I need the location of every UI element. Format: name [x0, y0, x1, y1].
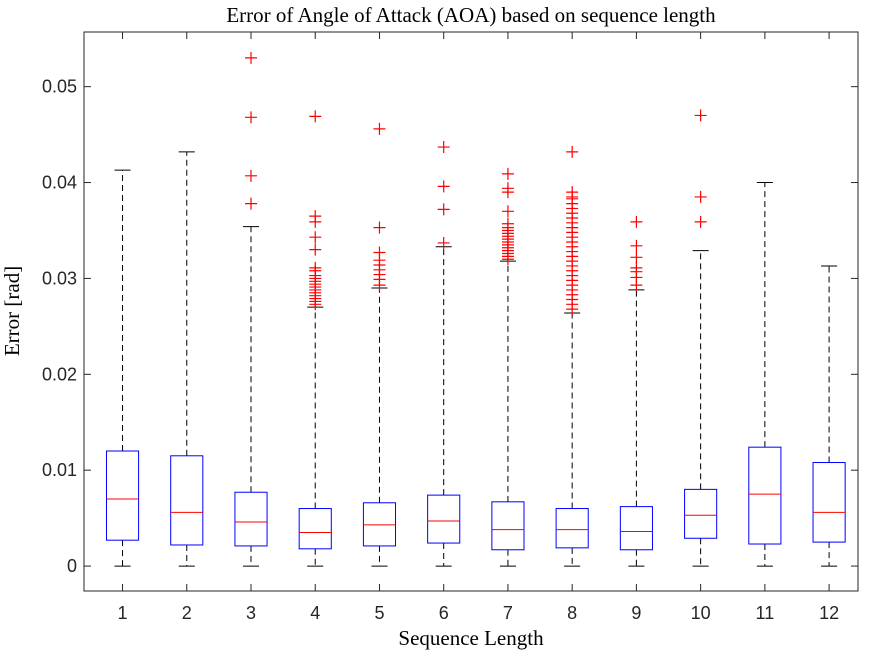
x-tick-label: 10: [691, 603, 711, 623]
box: [619, 506, 653, 551]
box: [427, 494, 461, 544]
outlier: [501, 167, 514, 180]
outlier: [245, 197, 258, 210]
box: [170, 455, 204, 546]
outlier: [694, 190, 707, 203]
outlier: [309, 110, 322, 123]
x-axis-label: Sequence Length: [398, 626, 544, 650]
x-tick-label: 5: [374, 603, 384, 623]
plot-area: [83, 31, 859, 592]
outlier: [309, 215, 322, 228]
x-tick-label: 8: [567, 603, 577, 623]
outlier: [309, 243, 322, 256]
outlier: [437, 141, 450, 154]
y-tick-label: 0.03: [42, 268, 77, 288]
x-tick-label: 7: [503, 603, 513, 623]
box: [684, 488, 718, 539]
outlier: [437, 236, 450, 249]
outlier: [437, 180, 450, 193]
x-tick-label: 3: [246, 603, 256, 623]
x-tick-label: 12: [819, 603, 839, 623]
outlier: [437, 203, 450, 216]
outlier: [309, 298, 322, 311]
box: [105, 450, 140, 541]
outlier: [694, 109, 707, 122]
outlier: [694, 215, 707, 228]
box: [812, 462, 846, 543]
outlier: [245, 169, 258, 182]
outlier: [566, 303, 579, 316]
outlier: [245, 111, 258, 124]
outlier: [373, 279, 386, 292]
outlier: [630, 279, 643, 292]
x-tick-label: 9: [631, 603, 641, 623]
y-tick-label: 0.05: [42, 77, 77, 97]
x-tick-label: 6: [439, 603, 449, 623]
box: [298, 508, 332, 550]
x-tick-label: 2: [182, 603, 192, 623]
y-tick-label: 0.02: [42, 364, 77, 384]
outlier: [373, 221, 386, 234]
outlier: [245, 51, 258, 64]
box: [555, 508, 589, 549]
y-tick-label: 0.04: [42, 173, 77, 193]
outlier: [630, 239, 643, 252]
box: [491, 501, 525, 551]
outlier: [630, 215, 643, 228]
x-tick-label: 1: [118, 603, 128, 623]
outlier: [309, 231, 322, 244]
outlier: [566, 145, 579, 158]
outlier: [501, 205, 514, 218]
outlier: [373, 122, 386, 135]
box: [748, 446, 782, 545]
outlier: [501, 253, 514, 266]
y-tick-label: 0.01: [42, 460, 77, 480]
box: [234, 491, 268, 547]
chart-title: Error of Angle of Attack (AOA) based on …: [226, 3, 716, 27]
outlier: [501, 186, 514, 199]
x-tick-label: 11: [756, 603, 775, 623]
y-tick-label: 0: [67, 556, 77, 576]
x-tick-label: 4: [310, 603, 320, 623]
y-axis-label: Error [rad]: [0, 266, 24, 356]
outlier: [630, 251, 643, 264]
